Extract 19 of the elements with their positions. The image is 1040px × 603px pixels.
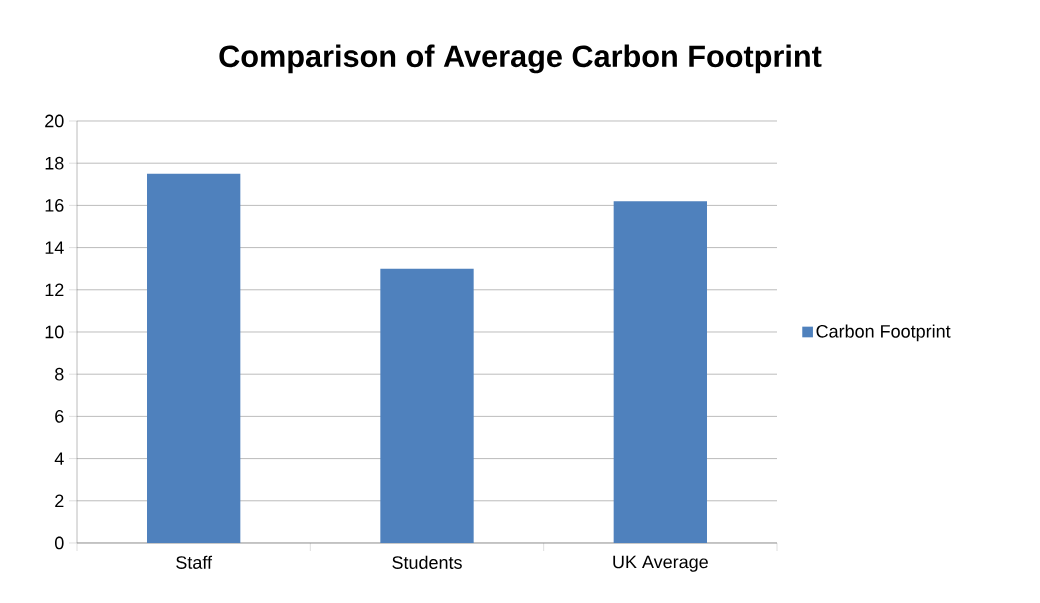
y-tick-label: 18	[45, 156, 64, 170]
y-tick-label: 16	[45, 199, 64, 212]
y-tick-label: 20	[45, 114, 64, 128]
y-tick-label: 0	[55, 536, 64, 550]
x-tick-label: UK Average	[613, 555, 708, 572]
bar	[613, 201, 707, 543]
bar	[380, 268, 474, 543]
x-tick-label: Staff	[176, 555, 213, 569]
y-tick-label: 10	[45, 325, 64, 339]
y-tick-label: 8	[55, 367, 64, 381]
y-tick-label: 6	[55, 410, 64, 423]
y-tick-label: 14	[45, 241, 64, 254]
legend-label: Carbon Footprint	[816, 324, 951, 342]
y-tick-label: 12	[45, 283, 64, 297]
x-tick-label: Students	[392, 555, 462, 569]
chart-title: Comparison of Average Carbon Footprint	[219, 44, 822, 74]
y-tick-label: 2	[55, 494, 64, 508]
y-tick-label: 4	[54, 452, 64, 465]
bar	[147, 173, 241, 543]
